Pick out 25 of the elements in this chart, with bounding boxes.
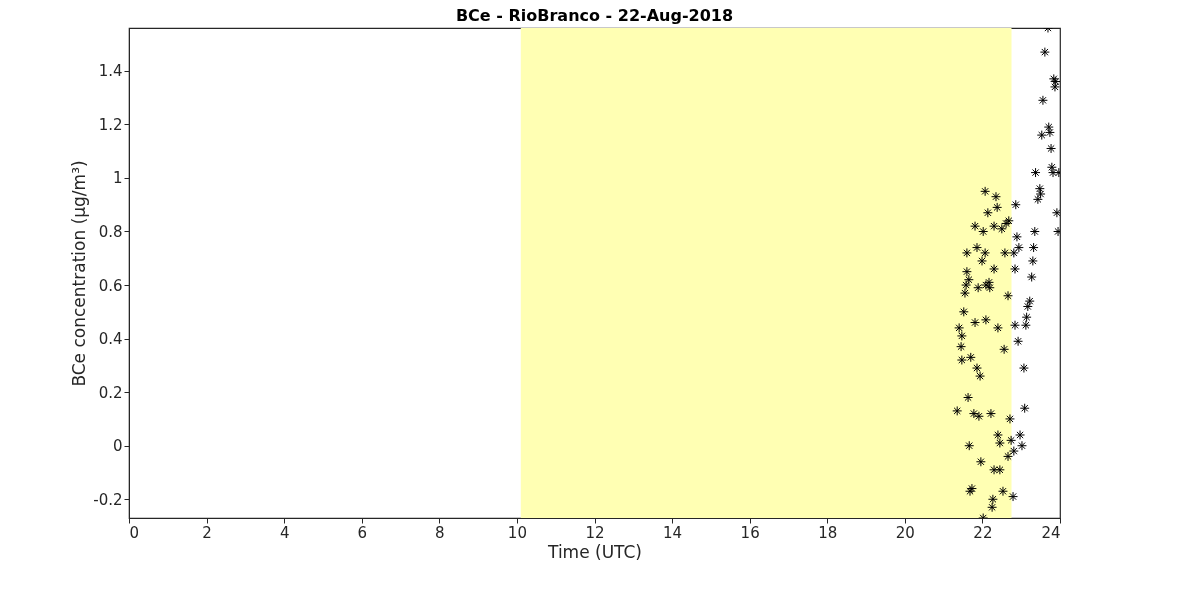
x-tick-label: 8 bbox=[435, 523, 445, 542]
y-axis-title: BCe concentration (μg/m³) bbox=[69, 160, 90, 387]
y-tick-label: 1 bbox=[112, 169, 123, 188]
y-tick-label: 0 bbox=[112, 437, 123, 456]
y-tick-label: 0.6 bbox=[98, 276, 123, 295]
x-tick-label: 2 bbox=[202, 523, 212, 542]
x-tick-label: 20 bbox=[895, 523, 915, 542]
x-tick-label: 6 bbox=[357, 523, 368, 542]
y-tick-label: 1.4 bbox=[98, 62, 123, 81]
x-tick-label: 14 bbox=[663, 523, 683, 542]
y-tick-label: 0.4 bbox=[98, 330, 123, 349]
x-tick-label: 0 bbox=[129, 523, 140, 542]
y-tick-label: -0.2 bbox=[93, 490, 123, 509]
y-tick-label: 0.2 bbox=[98, 383, 123, 402]
y-tick-label: 1.2 bbox=[98, 115, 123, 134]
x-tick-label: 16 bbox=[740, 523, 760, 542]
x-axis-title: Time (UTC) bbox=[547, 541, 642, 562]
x-tick-label: 22 bbox=[973, 523, 993, 542]
x-tick-label: 18 bbox=[818, 523, 838, 542]
y-tick-label: 0.8 bbox=[98, 223, 123, 241]
x-tick-label: 4 bbox=[279, 523, 290, 542]
chart-title: BCe - RioBranco - 22-Aug-2018 bbox=[455, 6, 734, 25]
x-tick-label: 12 bbox=[585, 523, 605, 542]
x-tick-label: 24 bbox=[1041, 523, 1061, 542]
x-tick-label: 10 bbox=[507, 523, 527, 542]
